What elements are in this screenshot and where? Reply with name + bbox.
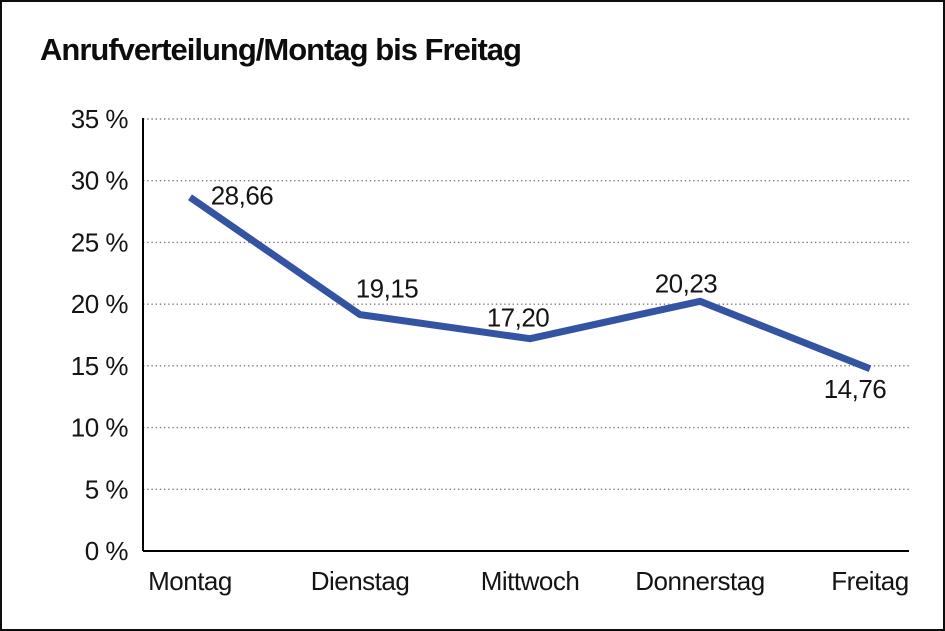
y-tick-label: 35 % xyxy=(71,104,129,134)
x-tick-label: Mittwoch xyxy=(481,566,580,596)
y-tick-label: 25 % xyxy=(71,227,129,257)
y-tick-label: 0 % xyxy=(85,536,129,566)
y-tick-label: 5 % xyxy=(85,474,129,504)
x-tick-label: Freitag xyxy=(831,566,908,596)
chart-title: Anrufverteilung/Montag bis Freitag xyxy=(40,32,522,67)
y-tick-label: 30 % xyxy=(71,166,129,196)
data-point-label: 17,20 xyxy=(487,303,550,333)
y-tick-label: 15 % xyxy=(71,351,129,381)
x-tick-label: Dienstag xyxy=(311,566,410,596)
data-point-label: 14,76 xyxy=(824,374,887,404)
y-tick-label: 10 % xyxy=(71,413,129,443)
y-tick-label: 20 % xyxy=(71,289,129,319)
data-point-label: 28,66 xyxy=(211,180,274,210)
data-series-line xyxy=(188,194,872,373)
x-tick-label: Donnerstag xyxy=(635,566,764,596)
data-point-label: 20,23 xyxy=(655,268,718,298)
x-tick-label: Montag xyxy=(148,566,232,596)
data-point-label: 19,15 xyxy=(356,274,419,304)
